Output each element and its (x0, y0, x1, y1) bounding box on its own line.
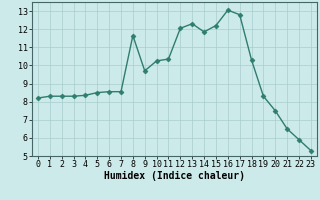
X-axis label: Humidex (Indice chaleur): Humidex (Indice chaleur) (104, 171, 245, 181)
